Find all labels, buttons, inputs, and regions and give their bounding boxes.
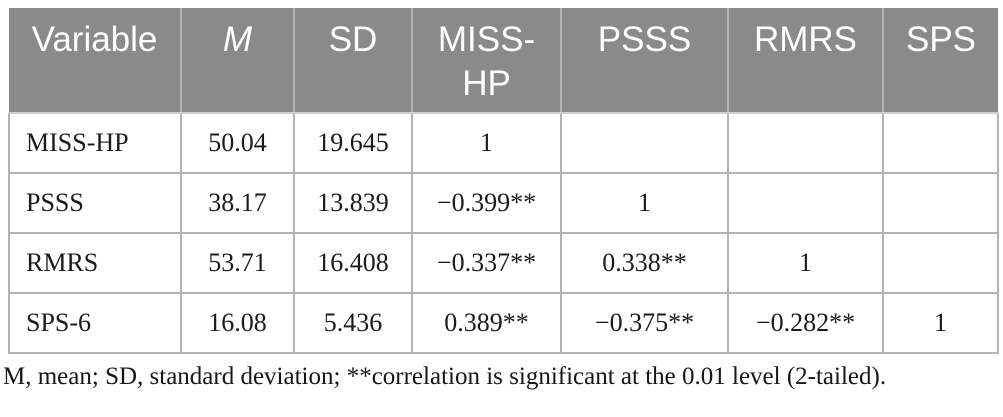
column-header-psss: PSSS [561, 8, 729, 114]
cell-sd: 5.436 [293, 292, 413, 354]
cell-corr-sps [882, 232, 999, 294]
cell-corr-rmrs [727, 112, 884, 174]
table-row-miss-hp: MISS-HP 50.04 19.645 1 [8, 112, 999, 174]
column-header-m: M [181, 8, 295, 114]
cell-corr-rmrs [727, 172, 884, 234]
cell-corr-rmrs: −0.282** [727, 292, 884, 354]
cell-sd: 13.839 [293, 172, 413, 234]
correlation-table: Variable M SD MISS-HP PSSS RMRS SPS MISS… [8, 8, 999, 354]
cell-corr-sps [882, 112, 999, 174]
cell-mean: 16.08 [180, 292, 295, 354]
row-label: MISS-HP [8, 112, 182, 174]
table-row-sps-6: SPS-6 16.08 5.436 0.389** −0.375** −0.28… [8, 292, 999, 354]
cell-corr-miss-hp: 0.389** [411, 292, 562, 354]
cell-corr-miss-hp: −0.399** [411, 172, 562, 234]
row-label: PSSS [8, 172, 182, 234]
cell-sd: 19.645 [293, 112, 413, 174]
cell-corr-rmrs: 1 [727, 232, 884, 294]
cell-sd: 16.408 [293, 232, 413, 294]
row-label: RMRS [8, 232, 182, 294]
cell-mean: 38.17 [180, 172, 295, 234]
column-header-sps: SPS [883, 8, 998, 114]
cell-corr-psss: 0.338** [560, 232, 729, 294]
cell-corr-miss-hp: 1 [411, 112, 562, 174]
column-header-sd: SD [294, 8, 413, 114]
cell-mean: 53.71 [180, 232, 295, 294]
cell-mean: 50.04 [180, 112, 295, 174]
column-header-miss-hp: MISS-HP [412, 8, 562, 114]
table-row-rmrs: RMRS 53.71 16.408 −0.337** 0.338** 1 [8, 232, 999, 294]
column-header-rmrs: RMRS [728, 8, 884, 114]
correlation-table-figure: Variable M SD MISS-HP PSSS RMRS SPS MISS… [3, 8, 999, 391]
cell-corr-sps [882, 172, 999, 234]
cell-corr-psss: 1 [560, 172, 729, 234]
table-header-row: Variable M SD MISS-HP PSSS RMRS SPS [9, 8, 998, 114]
cell-corr-psss [560, 112, 729, 174]
cell-corr-psss: −0.375** [560, 292, 729, 354]
table-row-psss: PSSS 38.17 13.839 −0.399** 1 [8, 172, 999, 234]
row-label: SPS-6 [8, 292, 182, 354]
column-header-variable: Variable [9, 8, 182, 114]
table-footnote: M, mean; SD, standard deviation; **corre… [3, 363, 887, 390]
cell-corr-miss-hp: −0.337** [411, 232, 562, 294]
cell-corr-sps: 1 [882, 292, 999, 354]
